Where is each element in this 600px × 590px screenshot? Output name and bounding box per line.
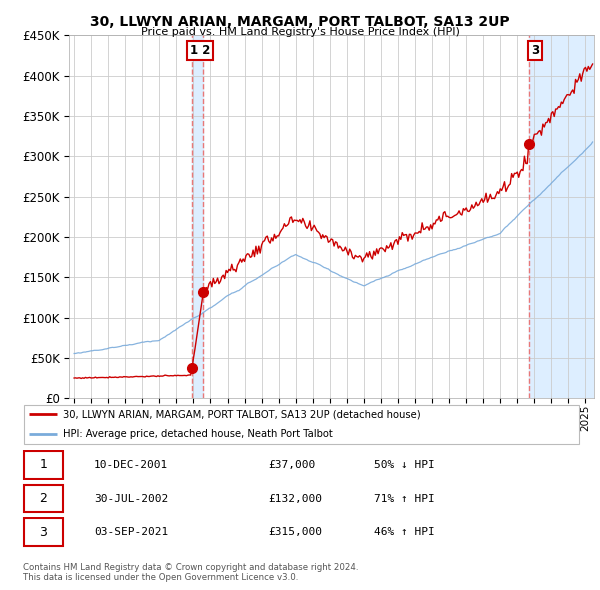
Text: HPI: Average price, detached house, Neath Port Talbot: HPI: Average price, detached house, Neat… [63,429,333,439]
Bar [193,35,203,398]
Text: 30-JUL-2002: 30-JUL-2002 [94,494,168,503]
Text: £37,000: £37,000 [268,460,315,470]
Text: 3: 3 [531,44,539,57]
Text: 46% ↑ HPI: 46% ↑ HPI [374,527,435,537]
Bar [529,35,594,398]
FancyBboxPatch shape [24,405,579,444]
Text: 71% ↑ HPI: 71% ↑ HPI [374,494,435,503]
Text: Contains HM Land Registry data © Crown copyright and database right 2024.
This d: Contains HM Land Registry data © Crown c… [23,563,358,582]
Text: 03-SEP-2021: 03-SEP-2021 [94,527,168,537]
Text: 30, LLWYN ARIAN, MARGAM, PORT TALBOT, SA13 2UP: 30, LLWYN ARIAN, MARGAM, PORT TALBOT, SA… [90,15,510,29]
Text: 1: 1 [40,458,47,471]
Text: Price paid vs. HM Land Registry's House Price Index (HPI): Price paid vs. HM Land Registry's House … [140,27,460,37]
Text: 2: 2 [40,492,47,505]
FancyBboxPatch shape [24,485,63,512]
Text: £315,000: £315,000 [268,527,322,537]
Text: 10-DEC-2001: 10-DEC-2001 [94,460,168,470]
Text: £132,000: £132,000 [268,494,322,503]
Text: 30, LLWYN ARIAN, MARGAM, PORT TALBOT, SA13 2UP (detached house): 30, LLWYN ARIAN, MARGAM, PORT TALBOT, SA… [63,409,421,419]
FancyBboxPatch shape [24,519,63,546]
Text: 1 2: 1 2 [190,44,211,57]
Text: 3: 3 [40,526,47,539]
Text: 50% ↓ HPI: 50% ↓ HPI [374,460,435,470]
FancyBboxPatch shape [24,451,63,478]
